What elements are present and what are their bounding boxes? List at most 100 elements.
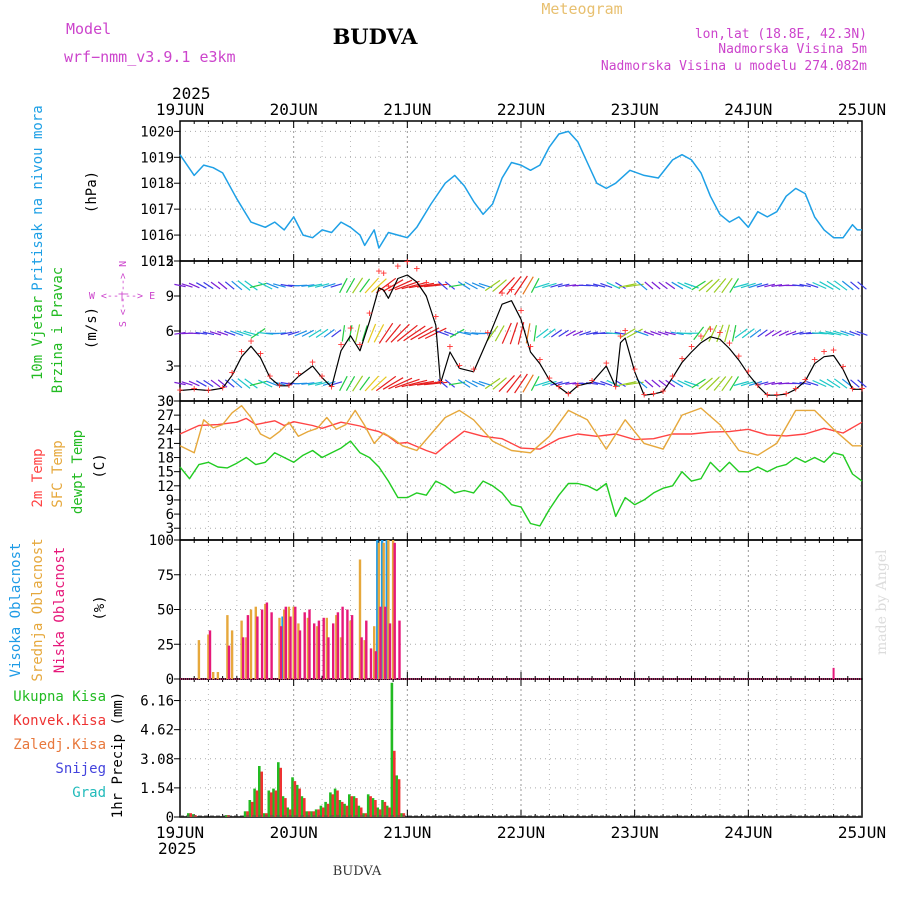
- y-tick-label: 27: [157, 408, 174, 424]
- y-tick-label: 1016: [140, 228, 174, 244]
- cloud-low-bar: [365, 621, 367, 679]
- x-date-label-bottom: 25JUN: [838, 823, 886, 842]
- wind-gust-marker: +: [773, 388, 780, 401]
- wind-barb: [692, 281, 706, 290]
- wind-gust-marker: +: [612, 380, 619, 393]
- wind-gust-marker: +: [366, 306, 373, 319]
- wind-barb: [706, 279, 719, 292]
- conv-rain-bar: [327, 804, 330, 817]
- cloud-low-bar: [308, 610, 310, 680]
- cloud-low-bar: [398, 621, 400, 679]
- wind-gust-marker: +: [565, 387, 572, 400]
- model-label: Model: [66, 20, 111, 38]
- cloud-low-bar: [304, 612, 306, 679]
- sfctemp-label: SFC Temp: [50, 440, 66, 507]
- wind-gust-marker: +: [470, 362, 477, 375]
- cloud-low-bar: [337, 612, 339, 679]
- wind-gust-marker: +: [546, 372, 553, 385]
- meteogram-title: Meteogram: [541, 0, 622, 18]
- wind-gust-marker: +: [456, 359, 463, 372]
- wind-gust-marker: +: [669, 369, 676, 382]
- wind-gust-marker: +: [219, 381, 226, 394]
- y-tick-label: 6: [166, 507, 174, 523]
- wind-barb: [813, 381, 827, 387]
- pressure-title: Pritisak na nivou mora: [30, 105, 46, 290]
- cloud-low-label: Niska Oblacnost: [52, 547, 68, 673]
- cloud-low-bar: [327, 637, 329, 679]
- wind-gust-marker: +: [380, 267, 387, 280]
- wind-gust-marker: +: [859, 382, 866, 395]
- wind-barb: [507, 375, 521, 393]
- cloud-mid-bar: [217, 672, 219, 679]
- wind-gust-marker: +: [698, 330, 705, 343]
- y-tick-label: 1.54: [140, 781, 174, 797]
- wind-barb: [813, 283, 827, 289]
- pressure-line: [180, 131, 862, 248]
- cloud-low-bar: [294, 607, 296, 679]
- wind-gust-marker: +: [276, 379, 283, 392]
- x-date-label-top: 21JUN: [383, 100, 431, 119]
- y-tick-label: 24: [157, 422, 174, 438]
- wind-gust-marker: +: [423, 276, 430, 289]
- wind-gust-marker: +: [603, 357, 610, 370]
- y-tick-label: 18: [157, 451, 174, 467]
- cloud-low-bar: [285, 607, 287, 679]
- cloud-low-bar: [280, 626, 282, 679]
- cloud-low-bar: [209, 630, 211, 679]
- y-tick-label: 30: [157, 394, 174, 410]
- cloud-mid-bar: [231, 630, 233, 679]
- x-date-label-top: 23JUN: [611, 100, 659, 119]
- wind-gust-marker: +: [385, 280, 392, 293]
- y-tick-label: 21: [157, 436, 174, 452]
- total-rain-bar: [339, 800, 342, 817]
- conv-rain-bar: [355, 798, 358, 817]
- y-tick-label: 25: [157, 637, 174, 653]
- pressure-unit: (hPa): [84, 171, 100, 213]
- wind-gust-marker: +: [404, 255, 411, 268]
- total-rain-bar: [320, 806, 323, 817]
- total-rain-bar: [386, 806, 389, 817]
- legend-conv-rain: Konvek.Kisa: [13, 713, 106, 729]
- y-tick-label: 12: [157, 254, 174, 270]
- y-tick-label: 4.62: [140, 723, 174, 739]
- cloud-low-spike: [833, 668, 835, 679]
- cloud-low-bar: [256, 617, 258, 680]
- cloud-low-bar: [332, 623, 334, 679]
- conv-rain-bar: [398, 779, 401, 817]
- x-date-label-bottom: 21JUN: [383, 823, 431, 842]
- conv-rain-bar: [341, 802, 344, 817]
- cloud-low-bar: [299, 630, 301, 679]
- total-rain-bar: [334, 789, 337, 817]
- wind-title-line1: 10m Vjetar: [30, 296, 46, 380]
- cloud-mid-bar: [250, 610, 252, 680]
- conv-rain-bar: [251, 802, 254, 817]
- total-rain-bar: [253, 789, 256, 817]
- y-tick-label: 1018: [140, 176, 174, 192]
- wind-gust-marker: +: [650, 387, 657, 400]
- total-rain-bar: [329, 792, 332, 817]
- y-tick-label: 12: [157, 479, 174, 495]
- wind-gust-marker: +: [205, 383, 212, 396]
- temp-unit: (C): [92, 453, 108, 478]
- conv-rain-bar: [332, 794, 335, 817]
- wind-gust-marker: +: [257, 347, 264, 360]
- cloud-low-bar: [266, 603, 268, 680]
- total-rain-bar: [258, 766, 261, 817]
- wind-gust-marker: +: [707, 323, 714, 336]
- wind-gust-marker: +: [736, 350, 743, 363]
- model-name: wrf−nmm_v3.9.1 e3km: [64, 48, 236, 66]
- total-rain-bar: [291, 777, 294, 817]
- conv-rain-bar: [336, 791, 339, 818]
- wind-gust-marker: +: [821, 345, 828, 358]
- x-date-label-bottom: 20JUN: [270, 823, 318, 842]
- wind-gust-marker: +: [764, 388, 771, 401]
- wind-gust-marker: +: [191, 382, 198, 395]
- wind-barb: [834, 379, 847, 388]
- cloud-mid-bar: [198, 640, 200, 679]
- y-tick-label: 9: [166, 289, 174, 305]
- wind-title-line2: Brzina i Pravac: [50, 267, 66, 393]
- x-date-label-top: 24JUN: [724, 100, 772, 119]
- wind-barb: [368, 324, 376, 343]
- x-date-label-bottom: 23JUN: [611, 823, 659, 842]
